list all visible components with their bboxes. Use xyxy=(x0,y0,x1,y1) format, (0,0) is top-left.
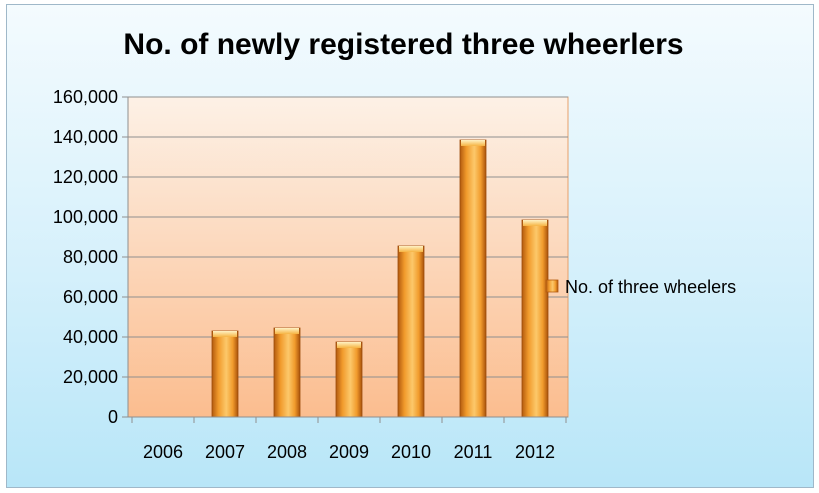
bar-top xyxy=(399,246,423,252)
bar-top xyxy=(337,342,361,348)
x-tick-label: 2009 xyxy=(329,442,369,462)
bar-top xyxy=(461,140,485,146)
bar-top xyxy=(213,331,237,337)
bar xyxy=(211,330,239,418)
bar xyxy=(273,327,301,418)
bar-top xyxy=(275,328,299,334)
bar xyxy=(397,245,425,418)
x-tick-label: 2011 xyxy=(454,442,493,462)
bar xyxy=(459,139,487,418)
chart-title: No. of newly registered three wheerlers xyxy=(123,28,684,61)
legend: No. of three wheelers xyxy=(545,277,736,297)
bar xyxy=(335,341,363,418)
x-tick-label: 2012 xyxy=(515,442,555,462)
bars xyxy=(211,139,549,418)
x-tick-label: 2007 xyxy=(205,442,245,462)
x-tick-label: 2006 xyxy=(143,442,183,462)
gridlines xyxy=(128,96,568,378)
y-tick-label: 80,000 xyxy=(63,247,118,267)
bar xyxy=(521,219,549,418)
x-tick-label: 2008 xyxy=(267,442,307,462)
y-tick-label: 120,000 xyxy=(53,167,118,187)
y-tick-label: 160,000 xyxy=(53,87,118,107)
y-tick-label: 60,000 xyxy=(63,287,118,307)
legend-swatch xyxy=(545,279,559,293)
y-tick-label: 100,000 xyxy=(53,207,118,227)
y-tick-label: 40,000 xyxy=(63,327,118,347)
y-tick-label: 0 xyxy=(108,407,118,427)
y-tick-label: 140,000 xyxy=(53,127,118,147)
legend-label: No. of three wheelers xyxy=(565,277,736,297)
y-tick-label: 20,000 xyxy=(63,367,118,387)
bar-top xyxy=(523,220,547,226)
x-tick-label: 2010 xyxy=(391,442,431,462)
axes: 0 20,000 40,000 60,000 80,000 100,000 120,000 1… xyxy=(53,87,568,462)
